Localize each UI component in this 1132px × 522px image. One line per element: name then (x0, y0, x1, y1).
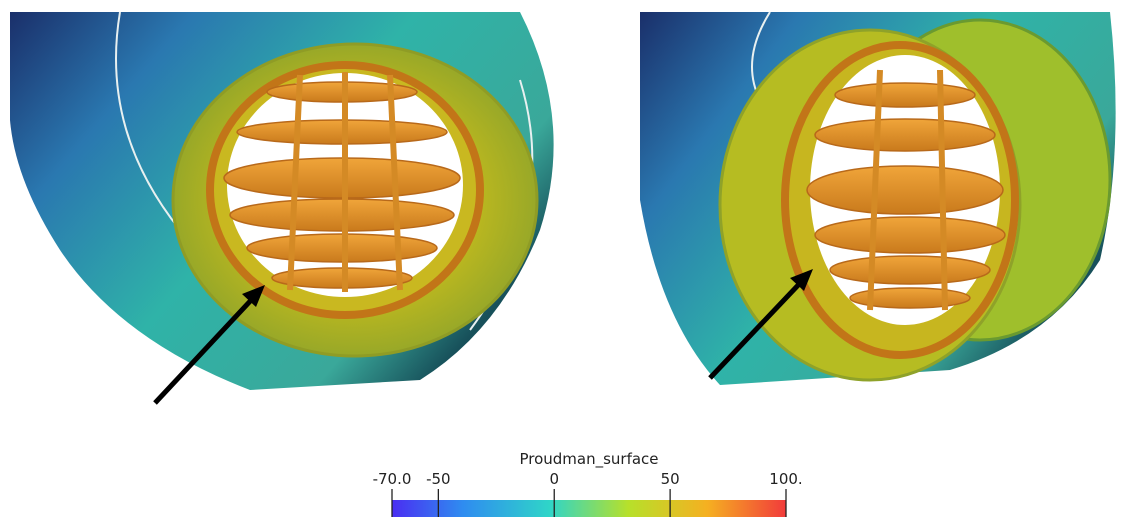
tick-label: -70.0 (373, 470, 412, 488)
figure: Proudman_surface -70.0 -50 0 50 100. (0, 0, 1132, 518)
colorbar-gradient (392, 500, 786, 517)
tick-label: 100. (769, 470, 802, 488)
colorbar-title: Proudman_surface (519, 450, 658, 469)
right-render (640, 12, 1116, 385)
tick-label: 0 (549, 470, 559, 488)
colorbar: Proudman_surface -70.0 -50 0 50 100. (373, 450, 803, 517)
tick-label: 50 (661, 470, 680, 488)
tick-label: -50 (426, 470, 451, 488)
left-render (10, 12, 554, 403)
